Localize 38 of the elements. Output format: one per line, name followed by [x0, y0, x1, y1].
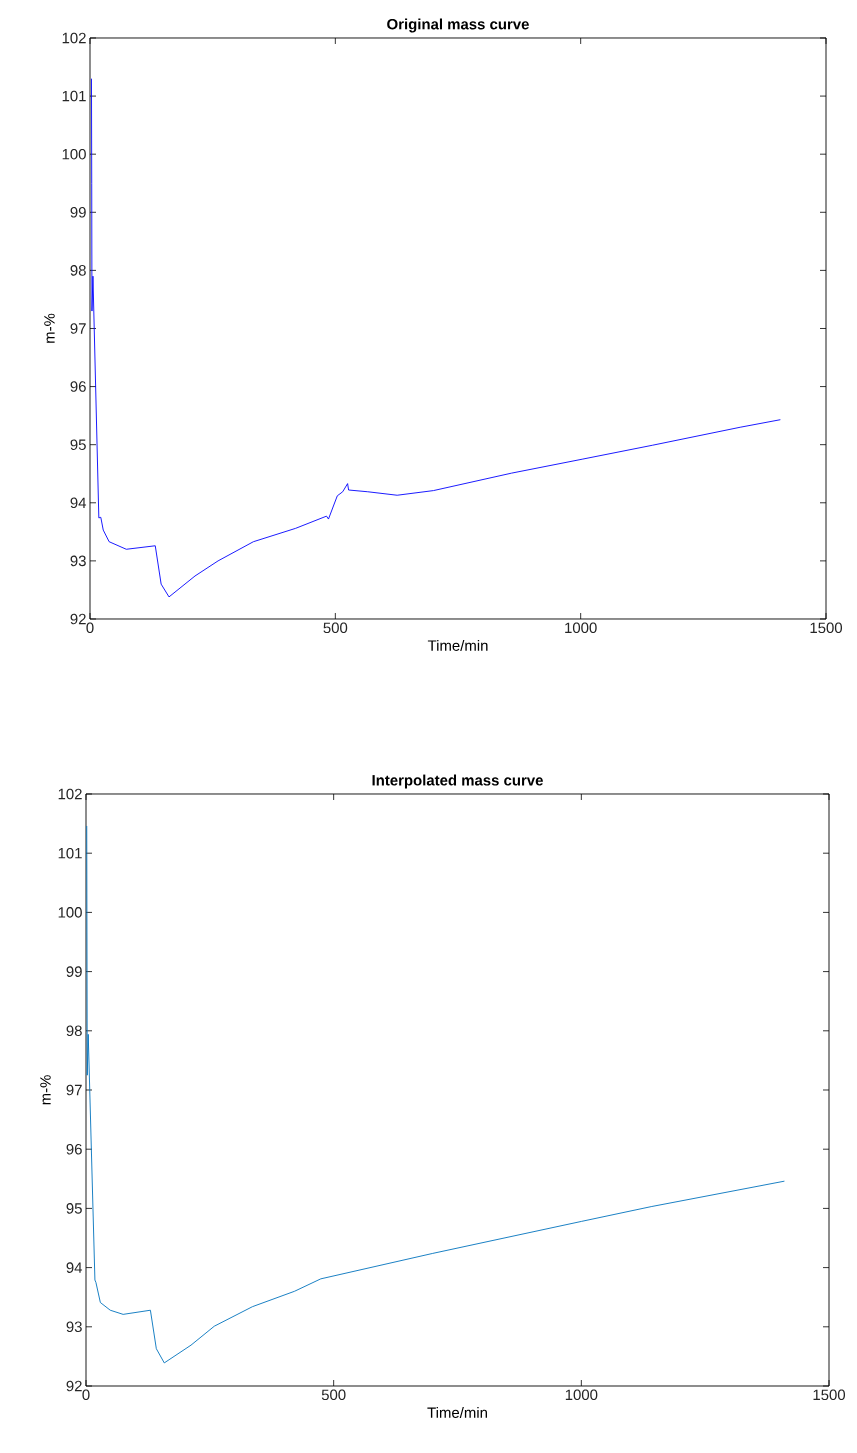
y-tick-label: 93: [70, 555, 86, 567]
x-tick-label: 500: [323, 622, 348, 634]
y-tick-label: 101: [62, 90, 86, 102]
x-tick-label: 0: [82, 1389, 90, 1401]
y-tick-label: 96: [66, 1143, 82, 1155]
x-axis-title: Time/min: [427, 1406, 487, 1418]
y-tick-label: 92: [70, 613, 86, 625]
line-series: [91, 78, 781, 598]
chart-title: Original mass curve: [387, 18, 529, 33]
chart-title: Interpolated mass curve: [372, 774, 543, 789]
y-tick-label: 97: [66, 1084, 82, 1096]
x-tick-label: 1000: [565, 622, 597, 634]
x-axis-title: Time/min: [427, 639, 488, 651]
y-tick-label: 102: [62, 32, 86, 44]
x-tick-label: 1000: [565, 1389, 598, 1401]
y-tick-label: 99: [70, 206, 86, 218]
y-tick-label: 102: [58, 788, 82, 800]
y-tick-label: 100: [58, 907, 82, 918]
y-tick-label: 98: [70, 265, 86, 276]
line-series: [86, 825, 785, 1364]
x-tick-label: 1500: [813, 1389, 846, 1401]
y-tick-label: 96: [70, 381, 86, 392]
y-tick-label: 94: [70, 497, 87, 509]
y-tick-label: 92: [66, 1380, 82, 1392]
y-tick-label: 97: [70, 323, 86, 334]
x-tick-label: 1500: [810, 622, 843, 634]
y-tick-label: 95: [66, 1203, 82, 1214]
y-tick-label: 93: [66, 1321, 82, 1333]
y-axis-title: m-%: [44, 313, 55, 343]
y-axis-title: m-%: [40, 1075, 51, 1105]
y-tick-label: 98: [66, 1025, 82, 1037]
x-tick-label: 500: [321, 1389, 346, 1401]
y-tick-label: 99: [66, 966, 82, 977]
y-tick-label: 101: [58, 847, 82, 859]
y-tick-label: 95: [70, 439, 86, 450]
x-tick-label: 0: [86, 622, 94, 634]
y-tick-label: 94: [66, 1262, 83, 1273]
y-tick-label: 100: [62, 148, 86, 160]
